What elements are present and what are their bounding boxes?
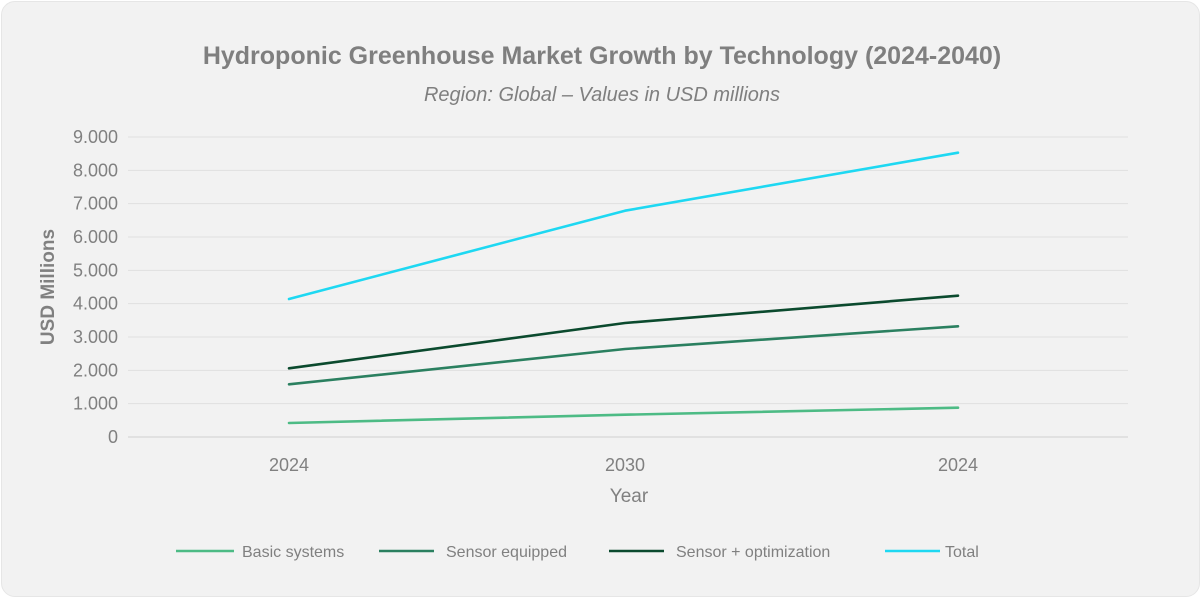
y-axis-tick-labels: 0 1.000 2.000 3.000 4.000 5.000 6.000 7.000 8.00… <box>73 127 118 447</box>
legend-item[interactable]: Total <box>885 544 979 561</box>
y-tick-label: 8.000 <box>73 160 118 180</box>
y-tick-label: 4.000 <box>73 294 118 314</box>
legend-item[interactable]: Basic systems <box>176 544 344 561</box>
legend-label: Basic systems <box>242 544 344 561</box>
legend-item[interactable]: Sensor + optimization <box>609 544 830 561</box>
y-tick-label: 6.000 <box>73 227 118 247</box>
chart-title: Hydroponic Greenhouse Market Growth by T… <box>202 42 1002 70</box>
x-tick-label: 2030 <box>605 455 645 475</box>
y-tick-label: 2.000 <box>73 360 118 380</box>
y-tick-label: 0 <box>108 427 118 447</box>
legend-item[interactable]: Sensor equipped <box>379 544 567 561</box>
y-tick-label: 9.000 <box>73 127 118 147</box>
legend-label: Sensor equipped <box>446 544 567 561</box>
x-tick-label: 2024 <box>938 455 978 475</box>
legend: Basic systems Sensor equipped Sensor + opt… <box>176 544 979 561</box>
y-tick-label: 5.000 <box>73 260 118 280</box>
x-tick-label: 2024 <box>269 455 309 475</box>
y-axis-title: USD Millions <box>38 229 59 345</box>
x-axis-tick-labels: 2024 2030 2024 <box>269 455 978 475</box>
y-tick-label: 3.000 <box>73 327 118 347</box>
legend-label: Total <box>945 544 979 561</box>
gridlines <box>128 136 1128 438</box>
x-axis-title: Year <box>610 486 649 507</box>
legend-label: Sensor + optimization <box>676 544 830 561</box>
series-line-basic-systems <box>287 406 960 425</box>
chart-subtitle: Region: Global – Values in USD millions <box>423 84 781 106</box>
y-tick-label: 7.000 <box>73 194 118 214</box>
series-line-total <box>287 151 960 301</box>
y-tick-label: 1.000 <box>73 394 118 414</box>
series-lines <box>287 151 960 425</box>
series-line-sensor-optimization <box>287 294 960 370</box>
series-line-sensor-equipped <box>287 324 960 386</box>
